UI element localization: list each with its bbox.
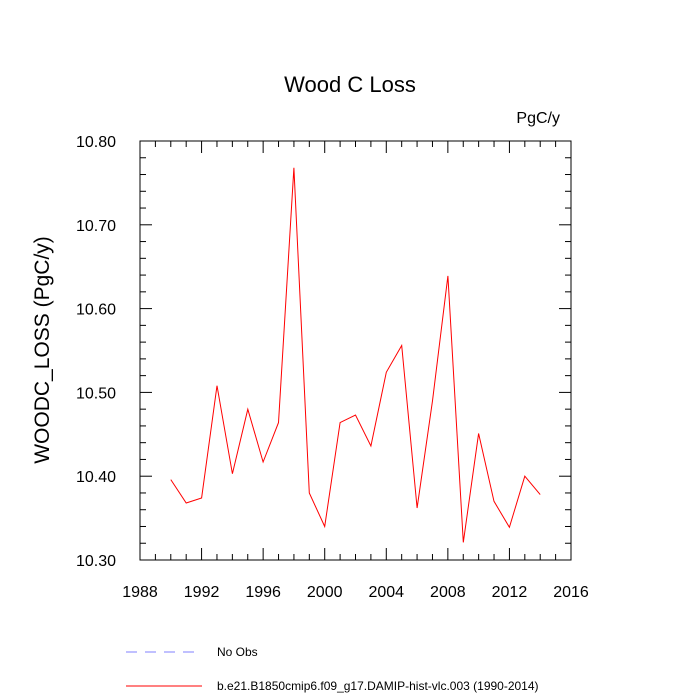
units-label: PgC/y	[516, 110, 560, 127]
y-tick-label: 10.40	[76, 469, 116, 486]
legend-label-no-obs: No Obs	[217, 645, 258, 659]
x-tick-label: 1992	[184, 584, 220, 601]
x-tick-label: 1988	[122, 584, 158, 601]
y-tick-label: 10.50	[76, 385, 116, 402]
y-axis-label: WOODC_LOSS (PgC/y)	[31, 236, 54, 464]
x-tick-label: 2012	[492, 584, 528, 601]
x-tick-label: 2008	[430, 584, 466, 601]
series-layer	[170, 167, 541, 543]
plot-frame	[139, 140, 572, 561]
series-line	[170, 167, 541, 543]
x-tick-label: 1996	[245, 584, 281, 601]
x-tick-label: 2004	[368, 584, 404, 601]
chart-title: Wood C Loss	[284, 72, 416, 97]
x-tick-label: 2000	[307, 584, 343, 601]
y-tick-label: 10.60	[76, 302, 116, 319]
y-tick-label: 10.30	[76, 553, 116, 570]
y-tick-label: 10.80	[76, 134, 116, 151]
legend-label-model: b.e21.B1850cmip6.f09_g17.DAMIP-hist-vlc.…	[217, 679, 539, 693]
y-tick-label: 10.70	[76, 218, 116, 235]
axes: 1988 1992 1996 2000 2004 2008 2012 2016 10.30 10.…	[76, 134, 589, 601]
x-tick-label: 2016	[553, 584, 589, 601]
legend: No Obs b.e21.B1850cmip6.f09_g17.DAMIP-hi…	[126, 645, 539, 693]
